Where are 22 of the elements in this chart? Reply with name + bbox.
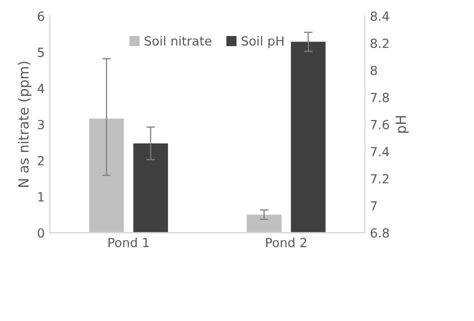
- y2-tick-label: 7.8: [370, 92, 389, 102]
- legend-label: Soil pH: [242, 36, 284, 48]
- y-tick-label: 0: [38, 228, 44, 238]
- y2-tick-label: 7.6: [370, 120, 389, 130]
- y2-tick-label: 8.2: [370, 38, 388, 48]
- y-tick-label: 4: [38, 84, 44, 94]
- x-tick-label: Pond 1: [108, 238, 149, 248]
- y2-tick-label: 7.2: [370, 174, 388, 184]
- y2-tick-label: 8.4: [370, 12, 390, 21]
- y-tick-label: 3: [38, 120, 44, 130]
- legend-label: Soil nitrate: [144, 36, 212, 46]
- y2-tick-label: 6.8: [370, 228, 389, 238]
- y-tick-label: 6: [38, 12, 44, 21]
- x-tick-label: Pond 2: [266, 238, 306, 248]
- y2-tick-label: 7: [370, 201, 377, 210]
- y-tick-label: 1: [38, 192, 44, 202]
- y-tick-label: 2: [38, 156, 44, 166]
- y-tick-label: 5: [38, 48, 44, 58]
- y2-tick-label: 8: [370, 66, 377, 76]
- y-axis-title: N as nitrate (ppm): [18, 62, 32, 187]
- y2-axis-title: pH: [396, 116, 409, 133]
- y2-tick-label: 7.4: [370, 147, 390, 156]
